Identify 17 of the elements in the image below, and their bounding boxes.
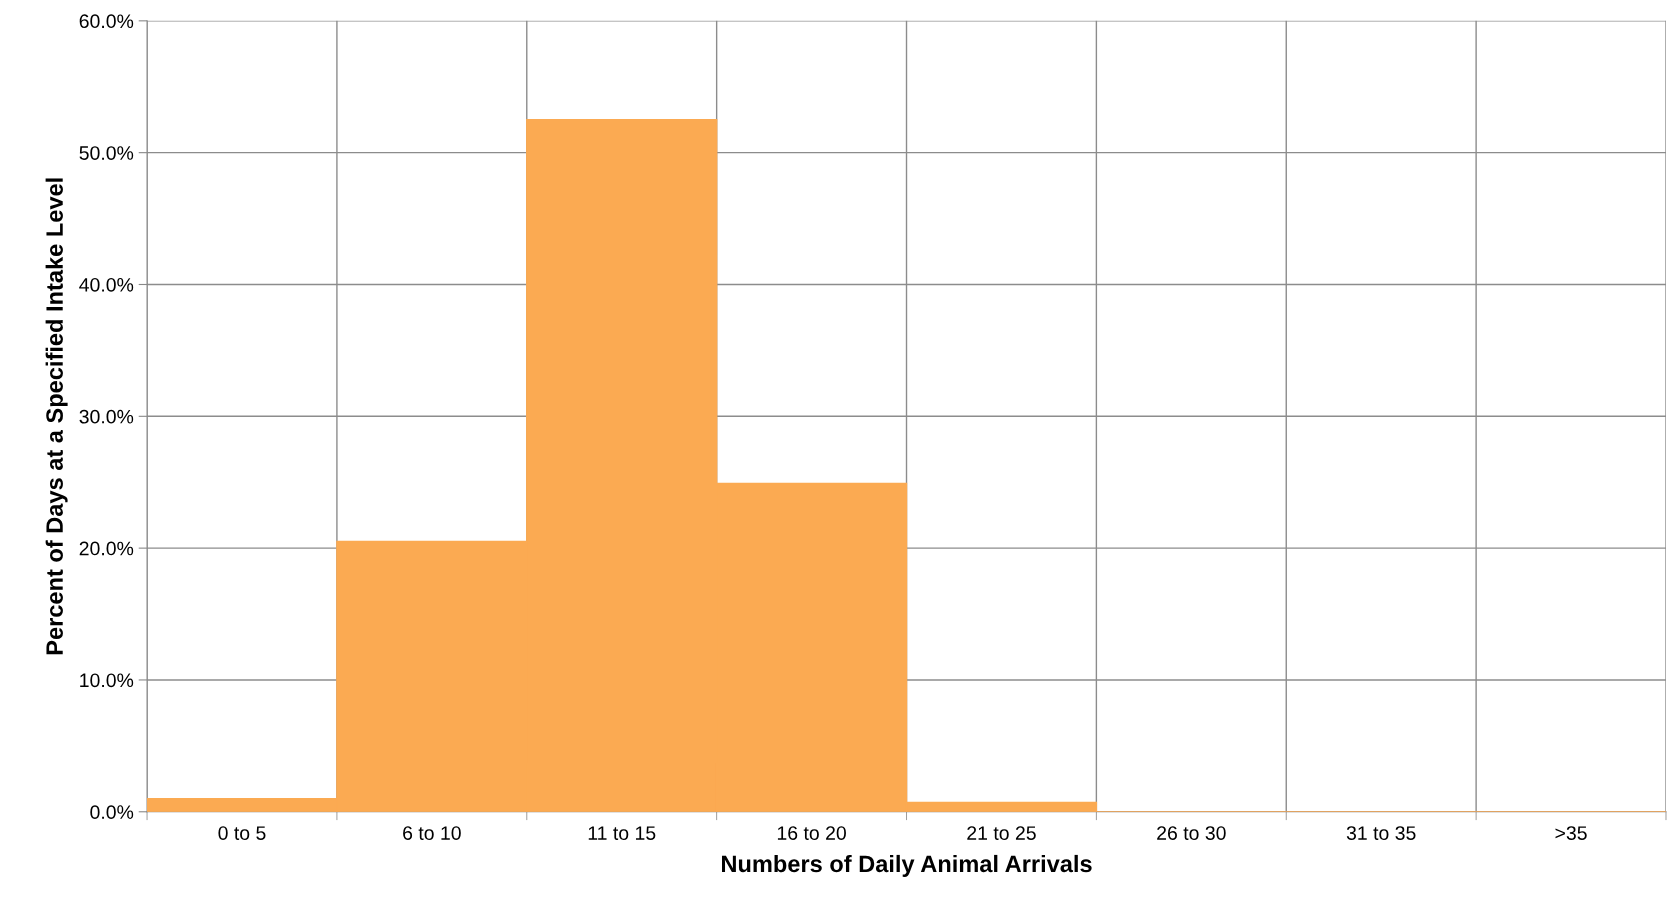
y-tick-label: 40.0%	[79, 277, 134, 292]
x-tick-label: 26 to 30	[1157, 826, 1226, 840]
x-tick-label: 16 to 20	[777, 826, 846, 840]
x-tick-label: 31 to 35	[1346, 826, 1416, 840]
y-axis-title: Percent of Days at a Specified Intake Level	[45, 178, 68, 655]
y-tick-label: 30.0%	[79, 409, 134, 424]
x-tick-label: 11 to 15	[588, 826, 656, 840]
y-tick-label: 20.0%	[79, 541, 134, 556]
y-tick-label: 50.0%	[79, 146, 134, 160]
x-tick-label: 0 to 5	[218, 826, 266, 840]
x-tick-label: 21 to 25	[967, 826, 1036, 840]
y-tick-label: 0.0%	[90, 805, 134, 820]
y-tick-label: 10.0%	[80, 673, 134, 688]
x-axis-title: Numbers of Daily Animal Arrivals	[722, 854, 1092, 877]
y-tick-label: 60.0%	[79, 14, 134, 29]
x-tick-label: >35	[1555, 826, 1587, 840]
x-tick-label: 6 to 10	[403, 826, 461, 840]
